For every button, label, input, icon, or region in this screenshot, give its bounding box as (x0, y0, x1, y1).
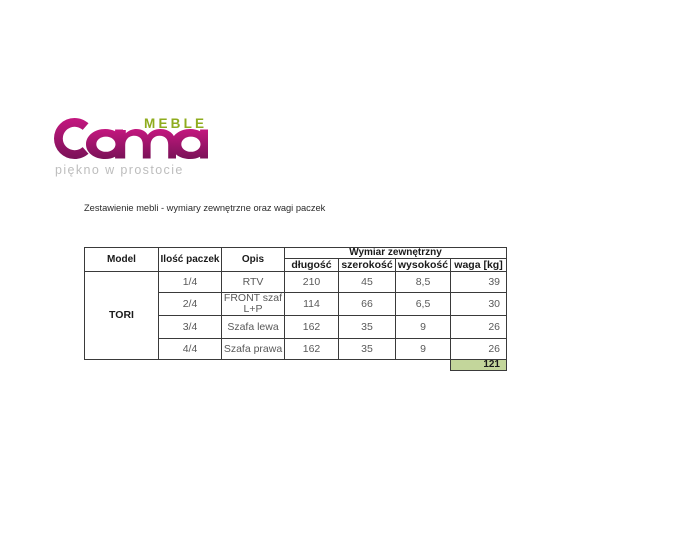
svg-text:piękno w prostocie: piękno w prostocie (55, 163, 184, 177)
svg-text:MEBLE: MEBLE (144, 116, 207, 131)
